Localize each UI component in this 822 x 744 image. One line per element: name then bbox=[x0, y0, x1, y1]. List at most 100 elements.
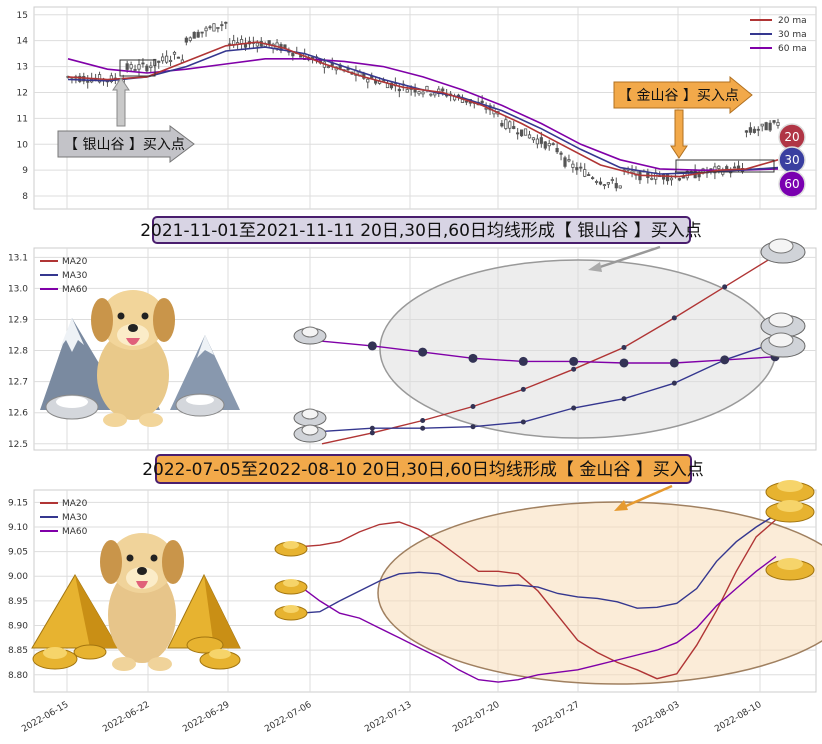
candle-body bbox=[484, 107, 488, 110]
candle-body bbox=[697, 173, 701, 178]
candle-body bbox=[587, 174, 591, 176]
p2-legend: MA20 MA30 MA60 bbox=[40, 257, 88, 295]
gold-arrow-label: 【 金山谷 】买入点 bbox=[618, 88, 739, 104]
candle-body bbox=[220, 24, 224, 27]
top-ytick-label: 9 bbox=[22, 166, 28, 176]
candle-body bbox=[764, 122, 768, 131]
candle-body bbox=[665, 174, 670, 182]
p2-point-ma30 bbox=[621, 396, 627, 402]
p3-series-ma30 bbox=[299, 514, 777, 614]
ma60-line bbox=[67, 58, 779, 171]
badge-30: 30 bbox=[784, 153, 799, 167]
candle-body bbox=[184, 37, 188, 43]
candle-body bbox=[133, 69, 137, 71]
candle-body bbox=[579, 166, 583, 169]
candle-body bbox=[733, 166, 737, 169]
p3-ytick-label: 8.95 bbox=[8, 597, 28, 607]
p2-point-ma30 bbox=[420, 425, 426, 431]
panel-silver: 12.5 12.6 12.7 12.8 12.9 13.0 13.1 MA20 MA30 M… bbox=[8, 238, 817, 451]
candle-body bbox=[567, 159, 571, 162]
p3-ytick-label: 8.90 bbox=[8, 621, 28, 631]
p2-point-ma60 bbox=[518, 356, 528, 366]
p2-point-ma30 bbox=[520, 419, 526, 425]
silver-arrow-label: 【 银山谷 】买入点 bbox=[64, 137, 185, 153]
silver-up-arrow bbox=[112, 77, 130, 127]
candle-body bbox=[520, 129, 524, 137]
top-legend: 20 ma 30 ma 60 ma bbox=[750, 16, 807, 54]
candle-body bbox=[172, 51, 177, 55]
p2-point-ma60 bbox=[418, 347, 428, 357]
silver-highlight-ellipse bbox=[379, 259, 777, 439]
p2-legend-ma60: MA60 bbox=[62, 285, 88, 295]
candle-body bbox=[196, 31, 200, 38]
gold-down-arrow bbox=[670, 109, 688, 159]
candle-body bbox=[547, 143, 551, 147]
candle-body bbox=[768, 122, 772, 131]
p3-ytick-label: 9.05 bbox=[8, 548, 28, 558]
p2-point-ma20 bbox=[621, 344, 627, 350]
candle-body bbox=[405, 89, 409, 93]
p2-series-ma60 bbox=[321, 340, 776, 364]
legend-30ma: 30 ma bbox=[778, 30, 807, 40]
candle-body bbox=[508, 121, 512, 129]
gold-title: 2022-07-05至2022-08-10 20日,30日,60日均线形成【 金… bbox=[142, 460, 704, 480]
p2-point-ma60 bbox=[619, 358, 629, 368]
candle-body bbox=[157, 60, 161, 63]
candle-body bbox=[291, 52, 295, 57]
p2-ytick-label: 12.7 bbox=[8, 378, 28, 388]
candle-body bbox=[614, 183, 618, 189]
candle-body bbox=[776, 122, 780, 126]
p3-ytick-label: 9.10 bbox=[8, 523, 28, 533]
x-tick-label: 2022-06-22 bbox=[101, 700, 151, 735]
candle-body bbox=[200, 31, 204, 34]
x-tick-label: 2022-06-15 bbox=[20, 700, 70, 735]
silver-pointer-head bbox=[588, 262, 602, 272]
gold-pointer-arrow bbox=[625, 484, 673, 508]
candle-body bbox=[606, 182, 610, 185]
p3-legend-ma30: MA30 bbox=[62, 513, 88, 523]
candle-body bbox=[216, 27, 220, 29]
candle-body bbox=[224, 21, 228, 24]
gold-title-banner: 2022-07-05至2022-08-10 20日,30日,60日均线形成【 金… bbox=[142, 454, 704, 484]
candle-body bbox=[681, 176, 685, 179]
candle-body bbox=[516, 132, 520, 135]
candle-body bbox=[145, 65, 149, 72]
candle-body bbox=[772, 120, 776, 123]
silver-dog-illustration bbox=[40, 290, 240, 427]
p2-ytick-label: 12.8 bbox=[8, 347, 28, 357]
p2-point-ma20 bbox=[722, 284, 728, 290]
candle-body bbox=[523, 128, 528, 136]
silver-valley-box bbox=[119, 59, 156, 77]
p3-ytick-label: 9.15 bbox=[8, 498, 28, 508]
silver-pointer-arrow bbox=[599, 245, 661, 269]
candle-body bbox=[176, 56, 181, 59]
candle-body bbox=[389, 82, 394, 89]
p2-point-ma60 bbox=[669, 358, 679, 368]
candle-body bbox=[397, 88, 401, 92]
candle-body bbox=[756, 128, 760, 131]
p2-ytick-label: 12.5 bbox=[8, 440, 28, 450]
candle-body bbox=[243, 43, 248, 48]
top-ytick-label: 10 bbox=[17, 140, 29, 150]
p3-ytick-label: 8.85 bbox=[8, 646, 28, 656]
candle-body bbox=[539, 137, 543, 144]
candle-body bbox=[543, 141, 547, 149]
candle-body bbox=[168, 59, 173, 62]
candle-body bbox=[429, 93, 433, 96]
p3-series-ma60 bbox=[299, 555, 777, 683]
p3-series-ma20 bbox=[299, 519, 777, 680]
candle-body bbox=[512, 126, 516, 130]
candle-body bbox=[188, 37, 192, 41]
p2-point-ma20 bbox=[520, 386, 526, 392]
ma20-line bbox=[67, 41, 779, 178]
silver-title: 2021-11-01至2021-11-11 20日,30日,60日均线形成【 银… bbox=[140, 221, 702, 241]
candle-body bbox=[255, 42, 259, 47]
candle-body bbox=[141, 62, 145, 65]
badge-60: 60 bbox=[784, 177, 799, 191]
p3-ytick-label: 8.80 bbox=[8, 671, 28, 681]
candle-body bbox=[563, 157, 567, 167]
candle-body bbox=[531, 137, 536, 141]
p2-point-ma20 bbox=[571, 366, 577, 372]
candle-body bbox=[239, 39, 244, 44]
